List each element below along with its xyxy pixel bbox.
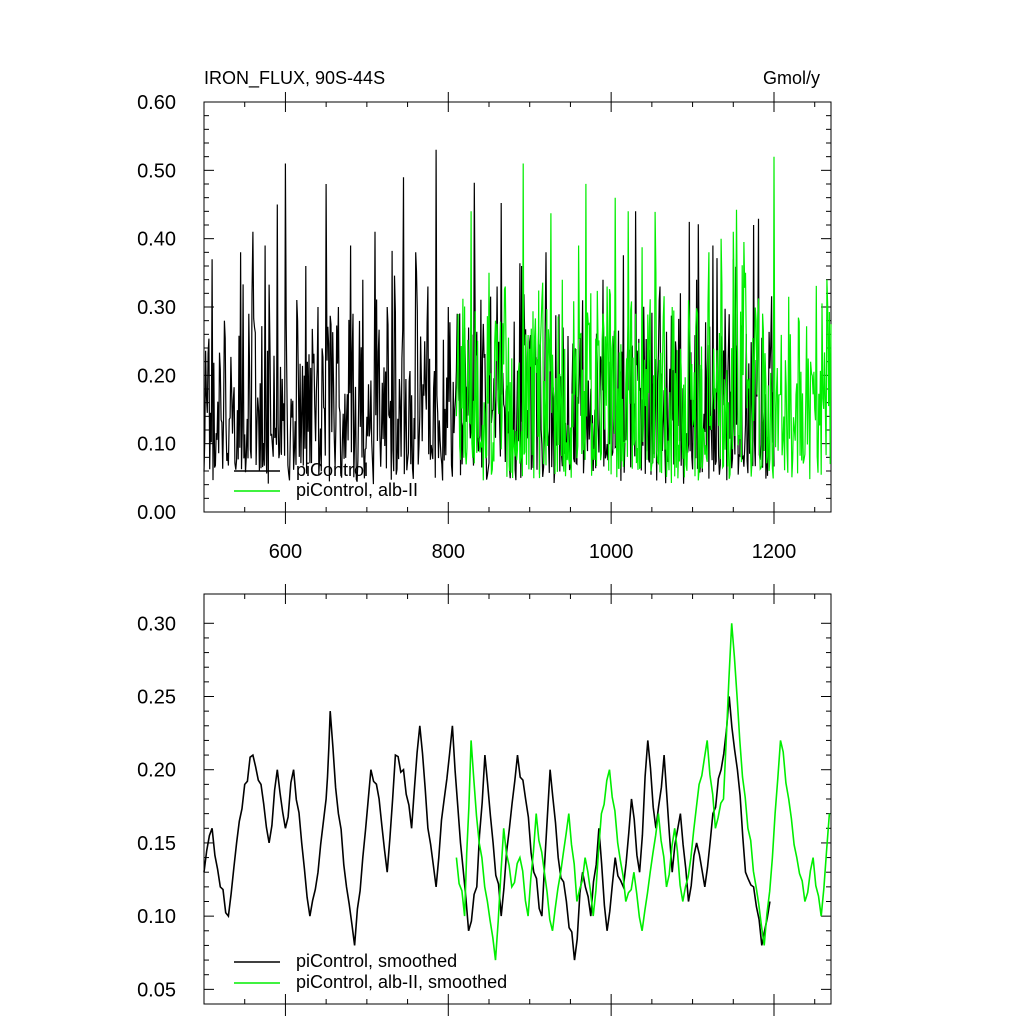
x-tick-label: 1200 (752, 541, 797, 563)
top-legend: piControl piControl, alb-II (234, 460, 418, 500)
legend-label-alb-ii-smoothed: piControl, alb-II, smoothed (296, 972, 507, 992)
y-tick-label: 0.00 (137, 502, 176, 524)
y-tick-label: 0.25 (137, 687, 176, 709)
y-tick-label: 0.10 (137, 906, 176, 928)
bottom-plot-frame (203, 593, 832, 1005)
y-tick-label: 0.15 (137, 833, 176, 855)
legend-label-picontrol-smoothed: piControl, smoothed (296, 951, 457, 971)
top-series-group (203, 149, 832, 485)
legend-label-picontrol: piControl (296, 460, 368, 480)
series-line-0 (203, 149, 775, 485)
chart-title: IRON_FLUX, 90S-44S (204, 68, 385, 89)
smoothed-series-line-0 (203, 696, 771, 961)
y-tick-label: 0.60 (137, 92, 176, 114)
x-tick-label: 800 (432, 541, 465, 563)
series-line-1 (455, 156, 832, 484)
y-tick-label: 0.30 (137, 297, 176, 319)
units-label: Gmol/y (763, 68, 820, 88)
y-tick-label: 0.05 (137, 979, 176, 1001)
y-tick-label: 0.20 (137, 760, 176, 782)
y-tick-label: 0.30 (137, 613, 176, 635)
smoothed-series-line-1 (455, 623, 831, 961)
y-tick-label: 0.20 (137, 365, 176, 387)
y-tick-label: 0.50 (137, 160, 176, 182)
bottom-axis-ticks: 0.05 0.10 0.15 0.20 0.25 0.30 (137, 584, 831, 1016)
legend-label-alb-ii: piControl, alb-II (296, 480, 418, 500)
top-panel: IRON_FLUX, 90S-44S Gmol/y 0.000.100.200.… (137, 68, 832, 563)
x-tick-label: 1000 (589, 541, 634, 563)
bottom-panel: 0.05 0.10 0.15 0.20 0.25 0.30 piControl, smoo… (137, 584, 832, 1016)
top-axis-ticks: 0.00 0.10 0.20 0.30 0.40 0.50 0.60 600 800 1000 12… (137, 92, 831, 563)
bottom-series-group (203, 623, 831, 961)
y-tick-label: 0.40 (137, 229, 176, 251)
bottom-legend: piControl, smoothed piControl, alb-II, s… (234, 951, 507, 992)
y-tick-label: 0.10 (137, 434, 176, 456)
x-tick-label: 600 (269, 541, 302, 563)
